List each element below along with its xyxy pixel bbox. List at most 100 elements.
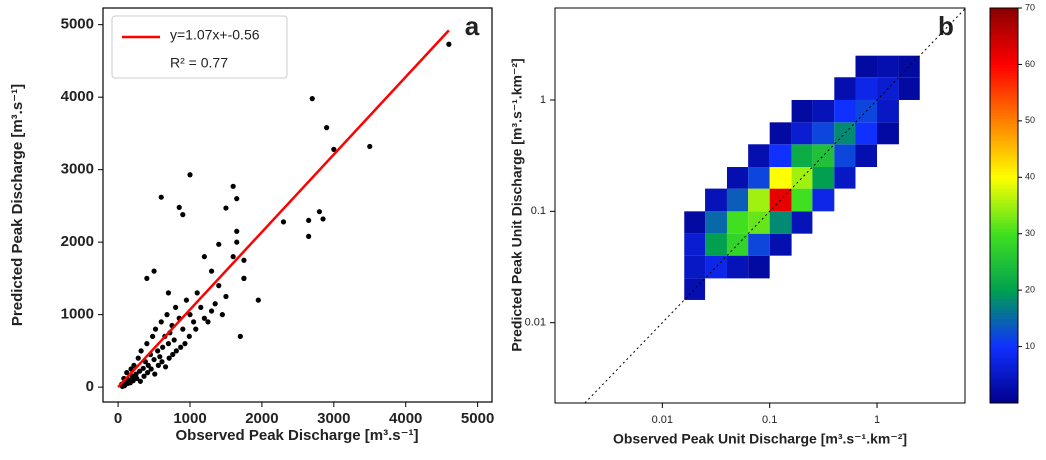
density-cell	[898, 55, 920, 78]
point	[237, 333, 243, 339]
colorbar-swatch	[990, 315, 1018, 319]
panel-label: b	[938, 11, 954, 41]
density-cell	[748, 144, 770, 168]
point	[193, 326, 199, 332]
colorbar-swatch	[990, 397, 1018, 401]
point	[150, 333, 156, 339]
point	[306, 217, 312, 224]
density-cell	[877, 122, 899, 145]
colorbar-swatch	[990, 132, 1018, 136]
point	[173, 304, 179, 310]
x-tick-label: 4000	[389, 410, 422, 427]
density-cell	[791, 99, 813, 123]
colorbar-swatch	[990, 163, 1018, 167]
colorbar-outline	[989, 7, 1019, 404]
colorbar-swatch	[990, 10, 1018, 15]
point	[170, 351, 176, 358]
colorbar-swatch	[990, 388, 1018, 393]
point	[223, 205, 229, 211]
point	[212, 301, 218, 307]
colorbar-swatch	[990, 343, 1018, 348]
y-tick-label: 1	[540, 94, 546, 106]
colorbar-swatch	[990, 202, 1018, 206]
colorbar-swatch	[990, 30, 1018, 34]
density-cell	[791, 144, 813, 168]
density-cell	[769, 233, 792, 256]
point	[198, 304, 204, 310]
colorbar-swatch	[990, 188, 1018, 192]
point	[124, 370, 130, 376]
point	[159, 359, 165, 365]
point	[151, 356, 157, 363]
colorbar-swatch	[990, 225, 1018, 229]
x-tick-label: 0	[114, 410, 122, 427]
colorbar-swatch	[990, 129, 1018, 133]
density-cell	[705, 233, 727, 256]
colorbar-swatch	[990, 369, 1018, 373]
point	[140, 365, 146, 371]
colorbar-swatch	[990, 61, 1018, 65]
colorbar-swatch	[990, 137, 1018, 142]
point	[223, 293, 229, 300]
point	[144, 341, 150, 347]
colorbar-swatch	[990, 287, 1018, 291]
point	[135, 355, 141, 361]
colorbar-tick-label: 50	[1025, 115, 1035, 125]
colorbar-swatch	[990, 366, 1018, 370]
colorbar-swatch	[990, 19, 1018, 23]
colorbar-swatch	[990, 270, 1018, 274]
density-cell	[769, 144, 792, 168]
colorbar-swatch	[990, 168, 1018, 173]
colorbar-swatch	[990, 149, 1018, 153]
point	[171, 337, 177, 343]
colorbar-swatch	[990, 394, 1018, 398]
y-tick-label: 0.01	[525, 317, 546, 329]
point	[165, 341, 172, 347]
colorbar-swatch	[990, 371, 1018, 376]
point	[144, 370, 151, 376]
point	[216, 283, 222, 289]
y-tick-label: 4000	[61, 88, 94, 105]
colorbar-swatch	[990, 22, 1018, 26]
point	[208, 308, 215, 314]
colorbar-swatch	[990, 160, 1018, 164]
colorbar-swatch	[990, 292, 1018, 297]
colorbar-swatch	[990, 386, 1018, 390]
point	[216, 241, 222, 247]
density-cell	[855, 122, 878, 145]
colorbar-swatch	[990, 324, 1018, 328]
colorbar-swatch	[990, 182, 1018, 187]
point	[234, 228, 240, 234]
density-cell	[855, 55, 878, 78]
density-cell	[812, 188, 835, 212]
point	[306, 233, 312, 239]
x-tick-label: 1000	[173, 410, 206, 427]
colorbar-swatch	[990, 259, 1018, 263]
density-cell	[855, 77, 878, 100]
point	[208, 268, 215, 274]
colorbar-swatch	[990, 304, 1018, 308]
point	[241, 275, 247, 281]
x-axis-label: Observed Peak Discharge [m³.s⁻¹]	[175, 427, 418, 444]
density-cell	[791, 122, 813, 145]
colorbar-swatch	[990, 36, 1018, 40]
x-tick-label: 2000	[245, 410, 278, 427]
point	[219, 312, 225, 318]
colorbar-swatch	[990, 89, 1018, 94]
colorbar-swatch	[990, 41, 1018, 46]
point	[141, 373, 147, 379]
colorbar-swatch	[990, 103, 1018, 108]
colorbar-swatch	[990, 298, 1018, 302]
density-cell	[684, 211, 706, 234]
colorbar-swatch	[990, 242, 1018, 246]
x-tick-label: 0.1	[762, 414, 777, 426]
colorbar-swatch	[990, 39, 1018, 43]
colorbar-swatch	[990, 261, 1018, 266]
point	[187, 312, 193, 318]
colorbar-swatch	[990, 284, 1018, 288]
colorbar-swatch	[990, 391, 1018, 396]
density-cell	[726, 167, 749, 189]
colorbar-swatch	[990, 383, 1018, 387]
point	[201, 254, 207, 260]
point	[230, 254, 236, 260]
